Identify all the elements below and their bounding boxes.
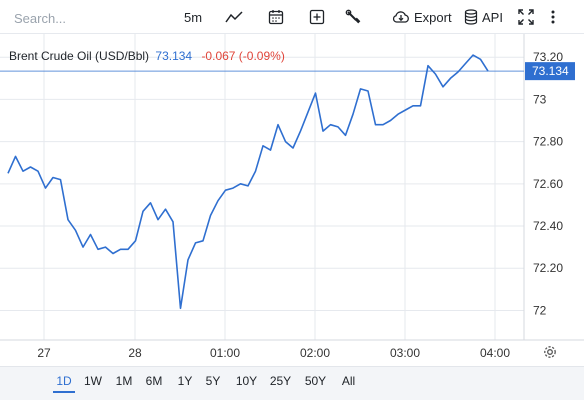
- last-price-tag: [525, 62, 575, 81]
- chart-toolbar: 5m: [0, 0, 584, 34]
- y-tick-label: 73.20: [533, 50, 563, 64]
- x-tick-label: 27: [37, 346, 51, 360]
- y-tick-label: 73: [533, 92, 547, 106]
- last-price: 73.134: [155, 49, 193, 63]
- cloud-download-icon: [392, 11, 409, 23]
- more-icon: [551, 10, 555, 24]
- y-tick-label: 72.40: [533, 219, 563, 233]
- api-label: API: [482, 9, 503, 25]
- interval-selector[interactable]: 5m: [184, 6, 202, 28]
- x-tick-label: 03:00: [390, 346, 420, 360]
- range-button-5y[interactable]: 5Y: [205, 374, 221, 388]
- chart-type-button[interactable]: [225, 6, 243, 28]
- y-tick-label: 72: [533, 303, 547, 317]
- calendar-icon: [268, 10, 284, 25]
- instrument-name: Brent Crude Oil (USD/Bbl): [9, 49, 150, 63]
- range-button-10y[interactable]: 10Y: [235, 374, 258, 388]
- chart-legend: Brent Crude Oil (USD/Bbl) 73.134 -0.067 …: [9, 49, 285, 63]
- line-chart-icon: [225, 11, 243, 23]
- fullscreen-icon: [518, 9, 534, 25]
- range-button-6m[interactable]: 6M: [145, 374, 163, 388]
- fullscreen-button[interactable]: [518, 6, 534, 28]
- interval-label: 5m: [184, 9, 203, 25]
- range-button-1y[interactable]: 1Y: [177, 374, 193, 388]
- more-options-button[interactable]: [550, 6, 556, 28]
- x-tick-label: 28: [128, 346, 142, 360]
- chart-settings-button[interactable]: [542, 344, 558, 360]
- last-price-tag-label: 73.134: [532, 64, 569, 78]
- price-chart[interactable]: 73.20 73 72.80 72.60 72.40 72.20 72 27 28 01:00 02…: [0, 34, 584, 366]
- y-tick-label: 72.60: [533, 177, 563, 191]
- price-change: -0.067 (-0.09%): [201, 49, 285, 63]
- price-series-line: [7, 54, 489, 310]
- range-button-25y[interactable]: 25Y: [269, 374, 292, 388]
- x-tick-label: 01:00: [210, 346, 240, 360]
- wrench-icon: [345, 9, 361, 24]
- search-input[interactable]: [6, 6, 156, 30]
- add-indicator-icon: [309, 9, 325, 25]
- database-icon: [464, 9, 478, 25]
- settings-tools-button[interactable]: [345, 6, 361, 28]
- x-tick-label: 02:00: [300, 346, 330, 360]
- y-tick-label: 72.80: [533, 135, 563, 149]
- date-range-button[interactable]: [268, 6, 284, 28]
- x-tick-label: 04:00: [480, 346, 510, 360]
- export-button[interactable]: Export: [392, 6, 452, 28]
- export-label: Export: [414, 9, 452, 25]
- api-button[interactable]: API: [464, 6, 503, 28]
- add-indicator-button[interactable]: [309, 6, 325, 28]
- time-range-bar: 1D 1W 1M 6M 1Y 5Y 10Y 25Y 50Y All: [0, 366, 584, 400]
- range-button-1d[interactable]: 1D: [53, 373, 75, 393]
- range-button-all[interactable]: All: [341, 374, 356, 388]
- gear-icon: [544, 346, 556, 358]
- range-button-50y[interactable]: 50Y: [304, 374, 327, 388]
- y-tick-label: 72.20: [533, 261, 563, 275]
- range-button-1m[interactable]: 1M: [115, 374, 133, 388]
- range-button-1w[interactable]: 1W: [84, 374, 102, 388]
